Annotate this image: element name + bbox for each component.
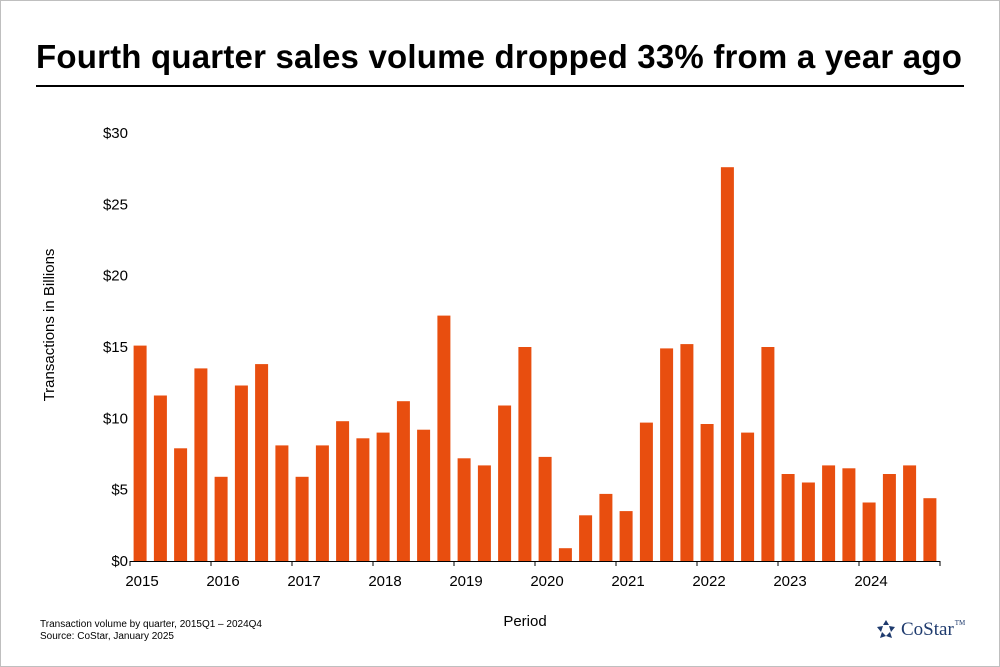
bar: 2018Q1: 9 — [376, 432, 390, 561]
bar: 2017Q2: 8.1 — [315, 445, 329, 561]
bar: 2015Q2: 11.6 — [153, 395, 167, 561]
bar: 2022Q2: 27.6 — [720, 167, 734, 561]
bar: 2020Q2: 0.9 — [558, 548, 572, 561]
bar: 2021Q2: 9.7 — [639, 422, 653, 561]
y-tick-label: $15 — [103, 339, 128, 356]
bar: 2020Q4: 4.7 — [599, 493, 613, 561]
y-axis-label: Transactions in Billions — [41, 249, 58, 402]
bar: 2019Q3: 10.9 — [498, 405, 512, 561]
trademark: TM — [954, 619, 966, 627]
x-tick-label: 2019 — [449, 573, 482, 590]
y-tick-label: $5 — [111, 482, 128, 499]
x-tick-label: 2015 — [125, 573, 158, 590]
bar: 2016Q1: 5.9 — [214, 476, 228, 561]
bar: 2021Q1: 3.5 — [619, 511, 633, 561]
y-tick-label: $10 — [103, 410, 128, 427]
bar: 2018Q4: 17.2 — [437, 315, 451, 561]
bar: 2021Q3: 14.9 — [660, 348, 674, 561]
bar: 2022Q3: 9 — [741, 432, 755, 561]
bar: 2021Q4: 15.2 — [680, 344, 694, 561]
bar: 2017Q3: 9.8 — [336, 421, 350, 561]
bar: 2019Q1: 7.2 — [457, 458, 471, 561]
bar: 2016Q3: 13.8 — [255, 364, 269, 561]
x-tick-label: 2023 — [773, 573, 806, 590]
bar: 2018Q2: 11.2 — [396, 401, 410, 561]
bar: 2024Q4: 4.4 — [923, 498, 937, 561]
costar-logo-text: CoStarTM — [901, 619, 966, 640]
costar-star-icon — [877, 620, 895, 638]
bar: 2023Q2: 5.5 — [801, 482, 815, 561]
bar: 2022Q1: 9.6 — [700, 424, 714, 561]
bar: 2015Q3: 7.9 — [174, 448, 188, 561]
bar: 2022Q4: 15 — [761, 347, 775, 561]
x-axis-label: Period — [503, 613, 546, 630]
y-tick-label: $20 — [103, 268, 128, 285]
chart-title: Fourth quarter sales volume dropped 33% … — [36, 38, 963, 75]
bar: 2016Q4: 8.1 — [275, 445, 289, 561]
x-tick-label: 2017 — [287, 573, 320, 590]
bar: 2015Q4: 13.5 — [194, 368, 208, 561]
title-rule — [36, 85, 964, 87]
bar: 2024Q3: 6.7 — [903, 465, 917, 561]
y-tick-label: $0 — [111, 553, 128, 570]
x-tick-label: 2016 — [206, 573, 239, 590]
x-tick-label: 2024 — [854, 573, 887, 590]
bar: 2017Q1: 5.9 — [295, 476, 309, 561]
bar: 2017Q4: 8.6 — [356, 438, 370, 561]
bar: 2020Q1: 7.3 — [538, 456, 552, 561]
bar: 2019Q2: 6.7 — [477, 465, 491, 561]
bar: 2015Q1: 15.1 — [133, 345, 147, 561]
x-tick-label: 2018 — [368, 573, 401, 590]
bar: 2024Q1: 4.1 — [862, 502, 876, 561]
x-tick-label: 2020 — [530, 573, 563, 590]
costar-logo: CoStarTM — [875, 618, 965, 642]
bar: 2019Q4: 15 — [518, 347, 532, 561]
bar: 2023Q4: 6.5 — [842, 468, 856, 561]
y-tick-label: $25 — [103, 196, 128, 213]
x-tick-label: 2021 — [611, 573, 644, 590]
footnote-line-2: Source: CoStar, January 2025 — [40, 631, 174, 642]
bar: 2020Q3: 3.2 — [579, 515, 593, 561]
bar: 2023Q3: 6.7 — [822, 465, 836, 561]
bar: 2024Q2: 6.1 — [882, 474, 896, 561]
x-tick-label: 2022 — [692, 573, 725, 590]
bar: 2018Q3: 9.2 — [417, 429, 431, 561]
y-tick-label: $30 — [103, 125, 128, 142]
bar: 2016Q2: 12.3 — [234, 385, 248, 561]
bar: 2023Q1: 6.1 — [781, 474, 795, 561]
footnote-line-1: Transaction volume by quarter, 2015Q1 – … — [40, 619, 262, 630]
